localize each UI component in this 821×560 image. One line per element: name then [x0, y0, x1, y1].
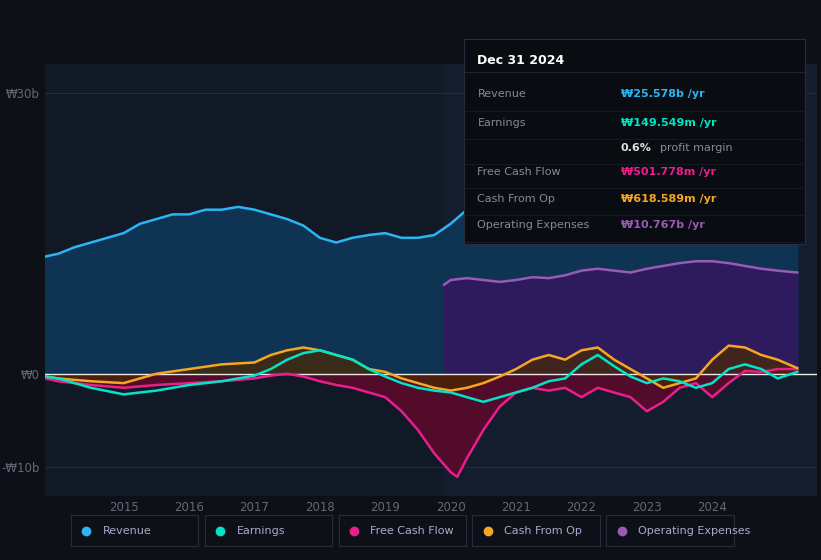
Text: profit margin: profit margin	[660, 143, 732, 152]
Text: Revenue: Revenue	[478, 90, 526, 99]
Text: Operating Expenses: Operating Expenses	[478, 220, 589, 230]
Text: Free Cash Flow: Free Cash Flow	[478, 167, 561, 177]
Text: Cash From Op: Cash From Op	[478, 194, 555, 204]
Bar	[444, 64, 817, 496]
Text: Cash From Op: Cash From Op	[504, 526, 582, 535]
Text: Free Cash Flow: Free Cash Flow	[370, 526, 454, 535]
Text: Operating Expenses: Operating Expenses	[638, 526, 750, 535]
Text: 0.6%: 0.6%	[621, 143, 652, 152]
Text: ₩501.778m /yr: ₩501.778m /yr	[621, 167, 716, 177]
Text: ₩149.549m /yr: ₩149.549m /yr	[621, 118, 716, 128]
Text: Revenue: Revenue	[103, 526, 152, 535]
Text: Earnings: Earnings	[236, 526, 285, 535]
Text: Dec 31 2024: Dec 31 2024	[478, 54, 565, 67]
Text: ₩10.767b /yr: ₩10.767b /yr	[621, 220, 704, 230]
Text: Earnings: Earnings	[478, 118, 526, 128]
Text: ₩25.578b /yr: ₩25.578b /yr	[621, 90, 704, 99]
Text: ₩618.589m /yr: ₩618.589m /yr	[621, 194, 716, 204]
